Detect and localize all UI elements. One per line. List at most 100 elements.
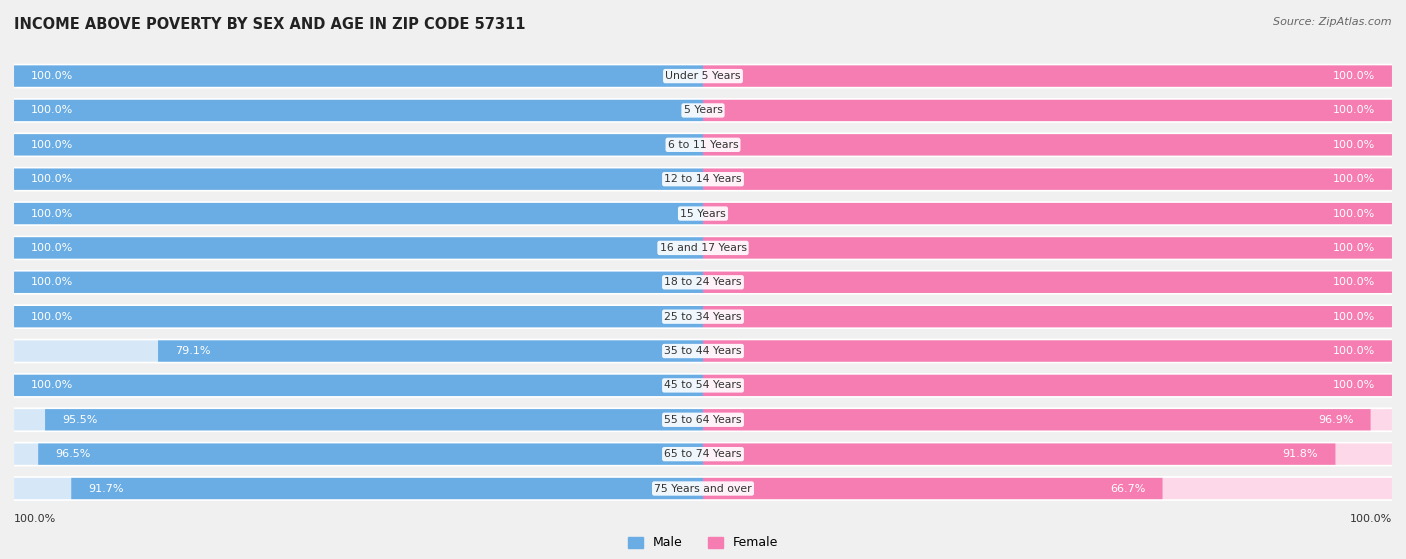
- Text: 100.0%: 100.0%: [31, 243, 73, 253]
- FancyBboxPatch shape: [703, 272, 1392, 293]
- FancyBboxPatch shape: [14, 65, 703, 87]
- Text: 100.0%: 100.0%: [31, 174, 73, 184]
- FancyBboxPatch shape: [14, 373, 1392, 398]
- FancyBboxPatch shape: [14, 306, 703, 328]
- FancyBboxPatch shape: [14, 100, 703, 121]
- FancyBboxPatch shape: [38, 443, 703, 465]
- FancyBboxPatch shape: [14, 203, 703, 224]
- FancyBboxPatch shape: [14, 408, 1392, 432]
- FancyBboxPatch shape: [703, 409, 1371, 430]
- FancyBboxPatch shape: [14, 476, 1392, 501]
- FancyBboxPatch shape: [14, 304, 1392, 329]
- Text: 100.0%: 100.0%: [1333, 346, 1375, 356]
- FancyBboxPatch shape: [703, 375, 1392, 396]
- Text: 18 to 24 Years: 18 to 24 Years: [664, 277, 742, 287]
- Text: 100.0%: 100.0%: [1333, 71, 1375, 81]
- Text: 100.0%: 100.0%: [1333, 140, 1375, 150]
- FancyBboxPatch shape: [703, 65, 1392, 87]
- Text: 16 and 17 Years: 16 and 17 Years: [659, 243, 747, 253]
- FancyBboxPatch shape: [703, 237, 1392, 259]
- FancyBboxPatch shape: [703, 100, 1392, 121]
- FancyBboxPatch shape: [703, 340, 1392, 362]
- FancyBboxPatch shape: [72, 478, 703, 499]
- FancyBboxPatch shape: [14, 167, 1392, 192]
- FancyBboxPatch shape: [703, 443, 1336, 465]
- Text: 5 Years: 5 Years: [683, 106, 723, 116]
- Text: 66.7%: 66.7%: [1109, 484, 1146, 494]
- FancyBboxPatch shape: [14, 134, 703, 155]
- FancyBboxPatch shape: [703, 203, 1392, 224]
- FancyBboxPatch shape: [703, 134, 1392, 155]
- Text: 100.0%: 100.0%: [1333, 243, 1375, 253]
- FancyBboxPatch shape: [703, 478, 1392, 499]
- FancyBboxPatch shape: [703, 237, 1392, 259]
- FancyBboxPatch shape: [14, 375, 703, 396]
- Text: 25 to 34 Years: 25 to 34 Years: [664, 312, 742, 321]
- Text: 6 to 11 Years: 6 to 11 Years: [668, 140, 738, 150]
- FancyBboxPatch shape: [14, 65, 703, 87]
- Text: 15 Years: 15 Years: [681, 209, 725, 219]
- Text: 75 Years and over: 75 Years and over: [654, 484, 752, 494]
- Text: 100.0%: 100.0%: [1333, 174, 1375, 184]
- FancyBboxPatch shape: [14, 306, 703, 328]
- Text: 35 to 44 Years: 35 to 44 Years: [664, 346, 742, 356]
- FancyBboxPatch shape: [703, 375, 1392, 396]
- Text: Source: ZipAtlas.com: Source: ZipAtlas.com: [1274, 17, 1392, 27]
- FancyBboxPatch shape: [14, 409, 703, 430]
- Legend: Male, Female: Male, Female: [623, 532, 783, 555]
- Text: 96.5%: 96.5%: [55, 449, 91, 459]
- Text: 100.0%: 100.0%: [31, 140, 73, 150]
- Text: 12 to 14 Years: 12 to 14 Years: [664, 174, 742, 184]
- FancyBboxPatch shape: [703, 478, 1163, 499]
- FancyBboxPatch shape: [14, 340, 703, 362]
- FancyBboxPatch shape: [14, 98, 1392, 123]
- FancyBboxPatch shape: [14, 100, 703, 121]
- FancyBboxPatch shape: [703, 168, 1392, 190]
- FancyBboxPatch shape: [703, 340, 1392, 362]
- Text: 95.5%: 95.5%: [62, 415, 97, 425]
- Text: 100.0%: 100.0%: [1333, 312, 1375, 321]
- FancyBboxPatch shape: [14, 237, 703, 259]
- FancyBboxPatch shape: [703, 65, 1392, 87]
- FancyBboxPatch shape: [14, 443, 703, 465]
- FancyBboxPatch shape: [14, 168, 703, 190]
- Text: 100.0%: 100.0%: [31, 209, 73, 219]
- FancyBboxPatch shape: [703, 272, 1392, 293]
- FancyBboxPatch shape: [14, 168, 703, 190]
- Text: 96.9%: 96.9%: [1317, 415, 1354, 425]
- Text: 100.0%: 100.0%: [1333, 380, 1375, 390]
- FancyBboxPatch shape: [703, 168, 1392, 190]
- Text: 100.0%: 100.0%: [1350, 514, 1392, 524]
- FancyBboxPatch shape: [14, 237, 703, 259]
- Text: 100.0%: 100.0%: [1333, 106, 1375, 116]
- FancyBboxPatch shape: [14, 201, 1392, 226]
- Text: 100.0%: 100.0%: [31, 380, 73, 390]
- FancyBboxPatch shape: [14, 442, 1392, 467]
- Text: Under 5 Years: Under 5 Years: [665, 71, 741, 81]
- Text: 91.7%: 91.7%: [89, 484, 124, 494]
- Text: 91.8%: 91.8%: [1282, 449, 1319, 459]
- FancyBboxPatch shape: [703, 203, 1392, 224]
- Text: 100.0%: 100.0%: [31, 312, 73, 321]
- Text: 100.0%: 100.0%: [31, 277, 73, 287]
- Text: 55 to 64 Years: 55 to 64 Years: [664, 415, 742, 425]
- FancyBboxPatch shape: [157, 340, 703, 362]
- Text: 100.0%: 100.0%: [31, 71, 73, 81]
- FancyBboxPatch shape: [14, 64, 1392, 88]
- FancyBboxPatch shape: [14, 339, 1392, 363]
- FancyBboxPatch shape: [703, 306, 1392, 328]
- FancyBboxPatch shape: [14, 478, 703, 499]
- FancyBboxPatch shape: [14, 203, 703, 224]
- Text: 45 to 54 Years: 45 to 54 Years: [664, 380, 742, 390]
- FancyBboxPatch shape: [14, 235, 1392, 260]
- FancyBboxPatch shape: [45, 409, 703, 430]
- Text: 100.0%: 100.0%: [1333, 209, 1375, 219]
- FancyBboxPatch shape: [14, 375, 703, 396]
- Text: 79.1%: 79.1%: [176, 346, 211, 356]
- FancyBboxPatch shape: [703, 100, 1392, 121]
- FancyBboxPatch shape: [703, 134, 1392, 155]
- FancyBboxPatch shape: [703, 409, 1392, 430]
- FancyBboxPatch shape: [703, 306, 1392, 328]
- Text: 100.0%: 100.0%: [14, 514, 56, 524]
- FancyBboxPatch shape: [14, 272, 703, 293]
